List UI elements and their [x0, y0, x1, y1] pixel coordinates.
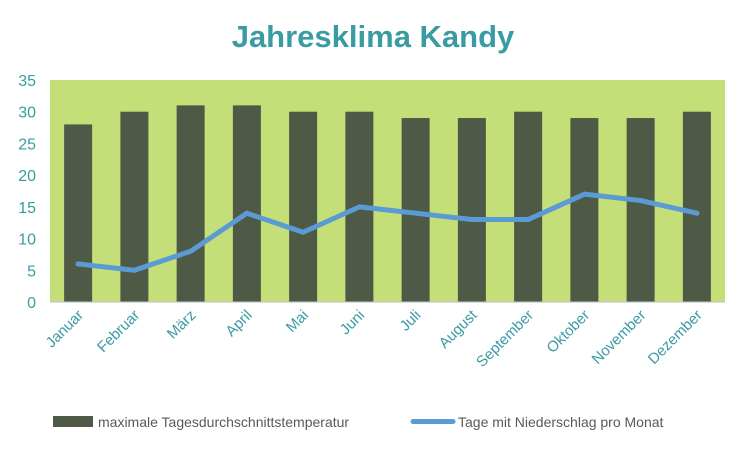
x-tick-label: August: [436, 306, 482, 352]
line-point-dezember: [694, 210, 700, 216]
legend: maximale Tagesdurchschnittstemperatur Ta…: [53, 414, 664, 430]
series-line-niederschlag: [75, 191, 700, 273]
bar-september: [514, 111, 543, 303]
x-tick-label: Juni: [337, 307, 368, 338]
x-tick-label: Oktober: [543, 307, 593, 357]
y-tick-label: 35: [18, 73, 36, 90]
x-tick-label: Februar: [94, 307, 143, 356]
line-point-juni: [356, 204, 362, 210]
line-point-januar: [75, 261, 81, 267]
bar-februar: [120, 111, 149, 303]
bar-oktober: [570, 118, 599, 302]
x-tick-label: November: [589, 307, 650, 368]
legend-line-label: Tage mit Niederschlag pro Monat: [458, 414, 664, 430]
line-point-oktober: [581, 191, 587, 197]
y-tick-label: 0: [27, 295, 36, 312]
legend-bar-swatch: [53, 416, 93, 427]
bar-november: [626, 118, 655, 302]
x-tick-label: Januar: [42, 307, 86, 351]
line-point-juli: [413, 210, 419, 216]
x-tick-label: September: [473, 307, 537, 371]
x-tick-label: Dezember: [645, 307, 706, 368]
chart-title: Jahresklima Kandy: [232, 19, 515, 54]
line-point-april: [244, 210, 250, 216]
bar-mai: [289, 111, 318, 303]
bar-dezember: [682, 111, 711, 303]
legend-bar-label: maximale Tagesdurchschnittstemperatur: [98, 414, 349, 430]
x-tick-label: April: [222, 307, 255, 340]
y-tick-label: 10: [18, 232, 36, 249]
y-tick-label: 5: [27, 263, 36, 280]
bar-märz: [176, 105, 205, 303]
line-point-februar: [131, 267, 137, 273]
y-tick-label: 15: [18, 200, 36, 217]
y-tick-label: 30: [18, 105, 36, 122]
x-tick-label: Mai: [283, 307, 312, 336]
plot-area: [50, 80, 725, 302]
line-point-november: [638, 198, 644, 204]
line-point-august: [469, 217, 475, 223]
x-tick-label: März: [164, 307, 200, 343]
line-point-märz: [188, 248, 194, 254]
bar-august: [457, 118, 486, 302]
y-tick-label: 20: [18, 168, 36, 185]
y-tick-label: 25: [18, 136, 36, 153]
bar-januar: [64, 124, 93, 303]
line-point-mai: [300, 229, 306, 235]
line-point-september: [525, 217, 531, 223]
bar-april: [232, 105, 261, 303]
x-tick-label: Juli: [397, 307, 425, 335]
